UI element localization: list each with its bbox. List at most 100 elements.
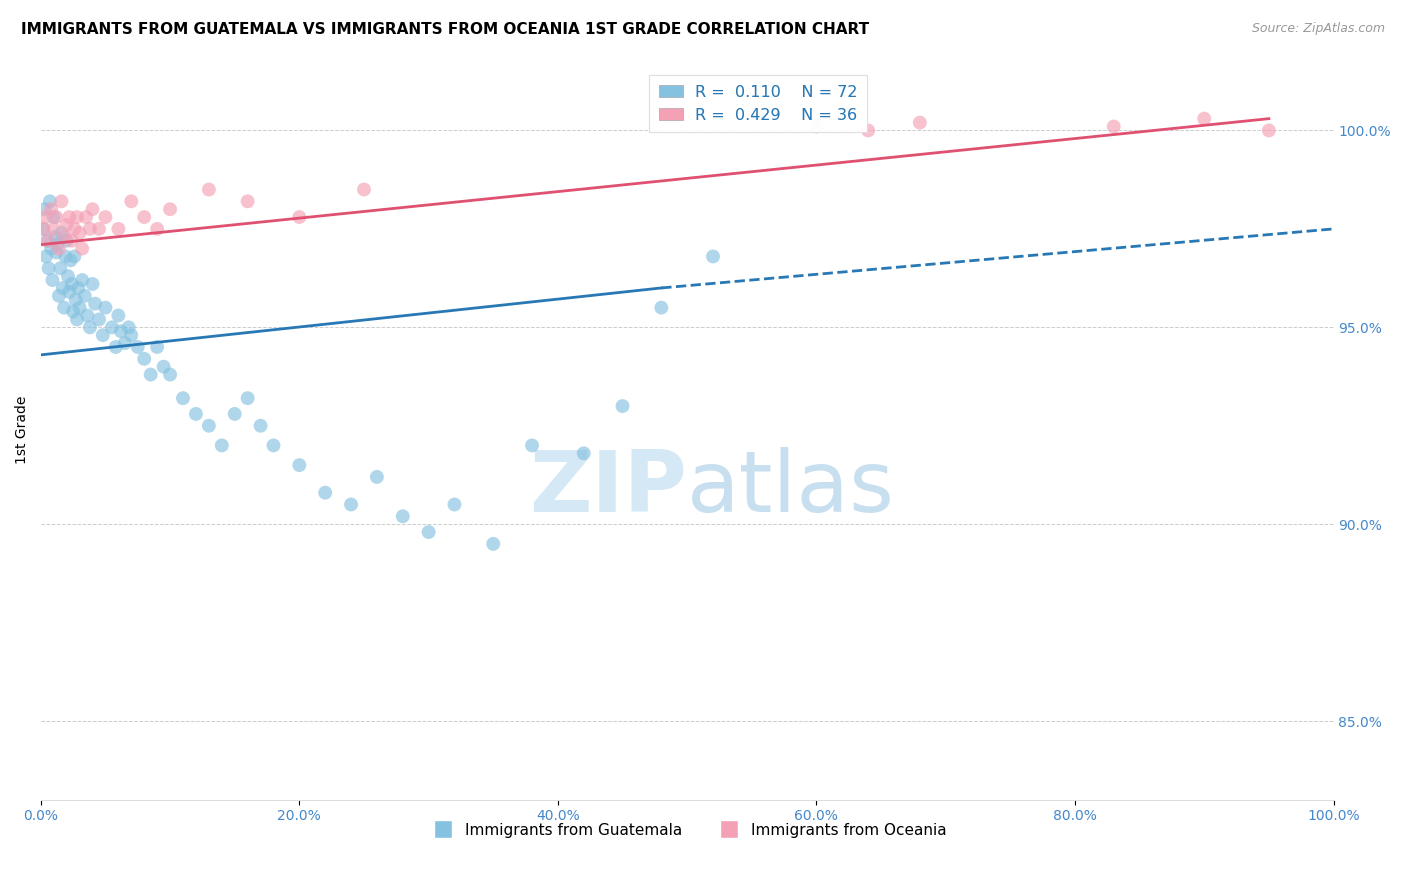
Point [340,498,363,512]
Point [53,229,76,244]
Point [184,407,207,421]
Point [79,222,101,236]
Point [249,418,271,433]
Point [39,242,62,256]
Y-axis label: 1st Grade: 1st Grade [15,395,30,464]
Point [152,359,174,374]
Point [650,301,672,315]
Point [53,250,76,264]
Point [38,234,60,248]
Point [172,391,194,405]
Point [104,340,127,354]
Point [55,234,77,248]
Point [70,273,93,287]
Point [45,245,67,260]
Point [69,226,91,240]
Point [314,485,336,500]
Point [38,194,60,209]
Point [58,285,80,299]
Point [482,537,505,551]
Point [35,210,58,224]
Point [198,418,221,433]
Point [38,261,60,276]
Point [107,309,129,323]
Point [39,202,62,217]
Point [34,202,56,217]
Point [908,115,931,129]
Point [82,277,104,291]
Point [37,234,59,248]
Point [120,194,142,209]
Point [44,229,66,244]
Point [84,296,107,310]
Point [353,182,375,196]
Point [134,210,156,224]
Point [75,210,97,224]
Point [520,438,543,452]
Legend: R =  0.110    N = 72, R =  0.429    N = 36: R = 0.110 N = 72, R = 0.429 N = 36 [650,75,868,132]
Point [48,242,70,256]
Point [391,509,413,524]
Point [198,182,221,196]
Point [146,340,169,354]
Point [94,210,117,224]
Point [58,210,80,224]
Point [101,320,124,334]
Point [134,351,156,366]
Point [45,210,67,224]
Point [41,273,63,287]
Point [224,407,246,421]
Point [806,120,828,134]
Point [67,281,90,295]
Point [66,312,89,326]
Point [612,399,634,413]
Point [1102,120,1125,134]
Point [48,289,70,303]
Point [52,281,75,295]
Point [110,324,132,338]
Point [139,368,162,382]
Point [91,328,114,343]
Point [87,312,110,326]
Text: Source: ZipAtlas.com: Source: ZipAtlas.com [1251,22,1385,36]
Point [51,226,73,240]
Point [32,222,55,236]
Point [66,210,89,224]
Point [60,234,83,248]
Point [1257,123,1279,137]
Point [94,301,117,315]
Point [63,222,86,236]
Point [70,242,93,256]
Text: IMMIGRANTS FROM GUATEMALA VS IMMIGRANTS FROM OCEANIA 1ST GRADE CORRELATION CHART: IMMIGRANTS FROM GUATEMALA VS IMMIGRANTS … [21,22,869,37]
Point [46,237,69,252]
Point [107,222,129,236]
Point [146,222,169,236]
Point [42,210,65,224]
Point [159,368,181,382]
Point [69,301,91,315]
Point [418,524,440,539]
Point [32,222,55,236]
Point [288,210,311,224]
Point [56,269,79,284]
Point [159,202,181,217]
Point [1194,112,1216,126]
Point [59,253,82,268]
Text: ZIP: ZIP [530,448,688,531]
Point [65,293,87,307]
Point [53,301,76,315]
Point [288,458,311,472]
Point [856,123,879,137]
Point [120,328,142,343]
Point [236,194,259,209]
Point [62,304,84,318]
Point [87,222,110,236]
Point [114,336,136,351]
Point [76,309,98,323]
Point [263,438,285,452]
Point [82,202,104,217]
Point [572,446,595,460]
Point [127,340,149,354]
Text: atlas: atlas [688,448,896,531]
Point [118,320,141,334]
